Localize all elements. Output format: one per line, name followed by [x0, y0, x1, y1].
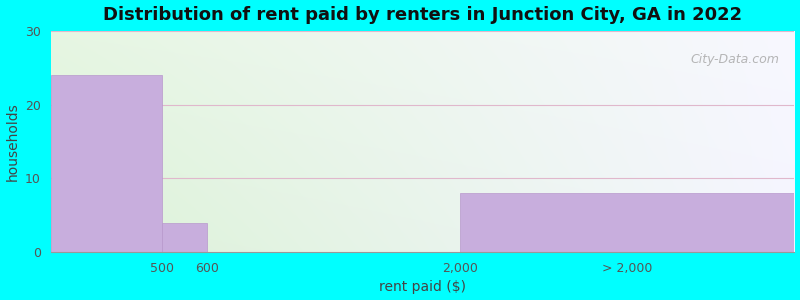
Bar [460, 193, 794, 252]
Bar [162, 223, 207, 252]
Text: City-Data.com: City-Data.com [690, 53, 779, 66]
Bar [50, 75, 162, 252]
Title: Distribution of rent paid by renters in Junction City, GA in 2022: Distribution of rent paid by renters in … [103, 6, 742, 24]
X-axis label: rent paid ($): rent paid ($) [379, 280, 466, 294]
Y-axis label: households: households [6, 102, 19, 181]
